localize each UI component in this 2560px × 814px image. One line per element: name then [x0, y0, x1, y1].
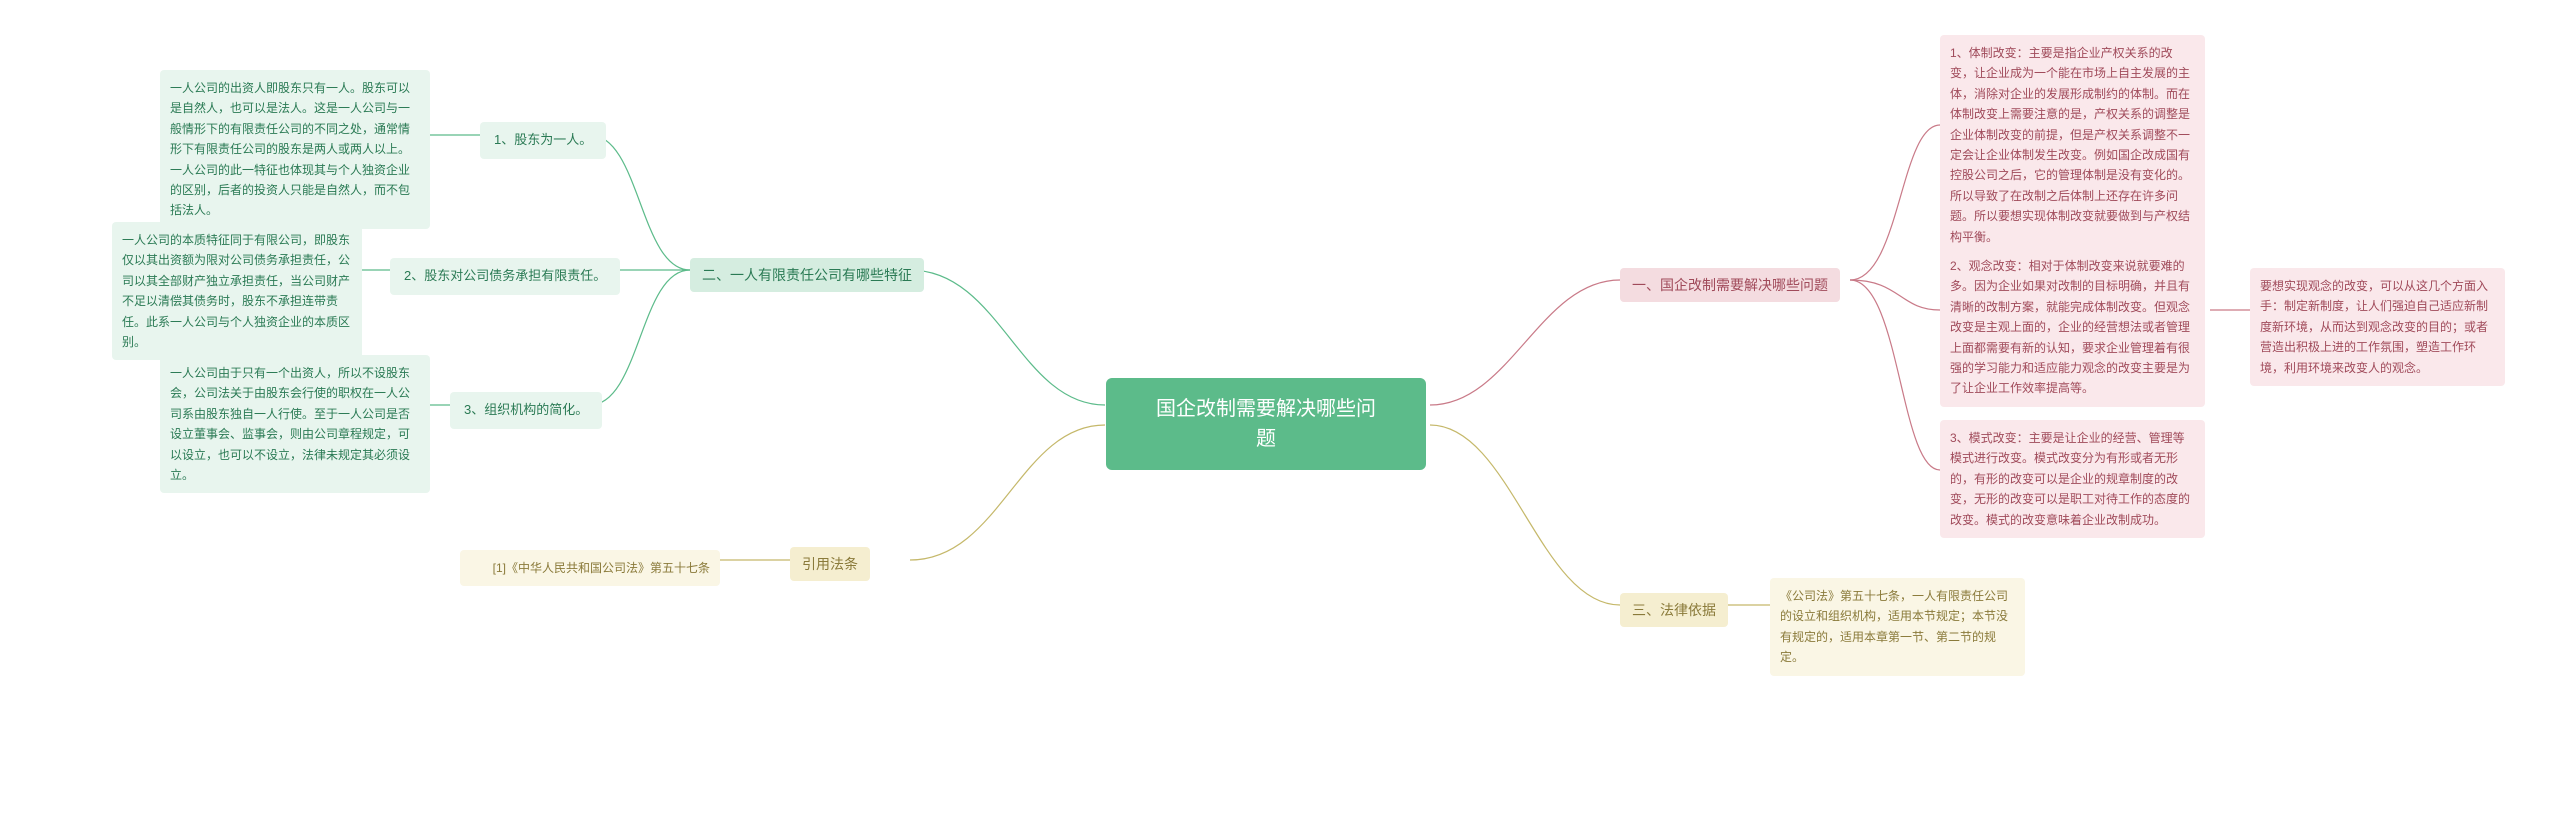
branch-2-item-1-label: 1、股东为一人。: [494, 132, 592, 147]
branch-2-label: 二、一人有限责任公司有哪些特征: [702, 267, 912, 283]
branch-3-label: 三、法律依据: [1632, 602, 1716, 618]
branch-1: 一、国企改制需要解决哪些问题: [1620, 268, 1840, 302]
center-node: 国企改制需要解决哪些问题: [1106, 378, 1426, 470]
branch-1-item-2-detail: 2、观念改变：相对于体制改变来说就要难的多。因为企业如果对改制的目标明确，并且有…: [1940, 248, 2205, 407]
branch-1-item-1-detail: 1、体制改变：主要是指企业产权关系的改变，让企业成为一个能在市场上自主发展的主体…: [1940, 35, 2205, 255]
branch-2-item-3-label: 3、组织机构的简化。: [464, 402, 588, 417]
branch-2-item-3-detail: 一人公司由于只有一个出资人，所以不设股东会，公司法关于由股东会行使的职权在一人公…: [160, 355, 430, 493]
branch-2-item-1-detail: 一人公司的出资人即股东只有一人。股东可以是自然人，也可以是法人。这是一人公司与一…: [160, 70, 430, 229]
branch-2-item-3: 3、组织机构的简化。: [450, 392, 602, 429]
branch-cite: 引用法条: [790, 547, 870, 581]
branch-2-item-2-label: 2、股东对公司债务承担有限责任。: [404, 268, 606, 283]
branch-cite-detail: [1]《中华人民共和国公司法》第五十七条: [460, 550, 720, 586]
branch-1-label: 一、国企改制需要解决哪些问题: [1632, 277, 1828, 293]
branch-2-item-2-detail: 一人公司的本质特征同于有限公司，即股东仅以其出资额为限对公司债务承担责任，公司以…: [112, 222, 362, 360]
branch-3-detail: 《公司法》第五十七条，一人有限责任公司的设立和组织机构，适用本节规定；本节没有规…: [1770, 578, 2025, 676]
branch-2: 二、一人有限责任公司有哪些特征: [690, 258, 924, 292]
branch-2-item-2: 2、股东对公司债务承担有限责任。: [390, 258, 620, 295]
center-title: 国企改制需要解决哪些问题: [1156, 398, 1376, 450]
branch-1-item-2-extra: 要想实现观念的改变，可以从这几个方面入手：制定新制度，让人们强迫自己适应新制度新…: [2250, 268, 2505, 386]
branch-3: 三、法律依据: [1620, 593, 1728, 627]
branch-1-item-3-detail: 3、模式改变：主要是让企业的经营、管理等模式进行改变。模式改变分为有形或者无形的…: [1940, 420, 2205, 538]
branch-cite-label: 引用法条: [802, 556, 858, 572]
branch-2-item-1: 1、股东为一人。: [480, 122, 606, 159]
